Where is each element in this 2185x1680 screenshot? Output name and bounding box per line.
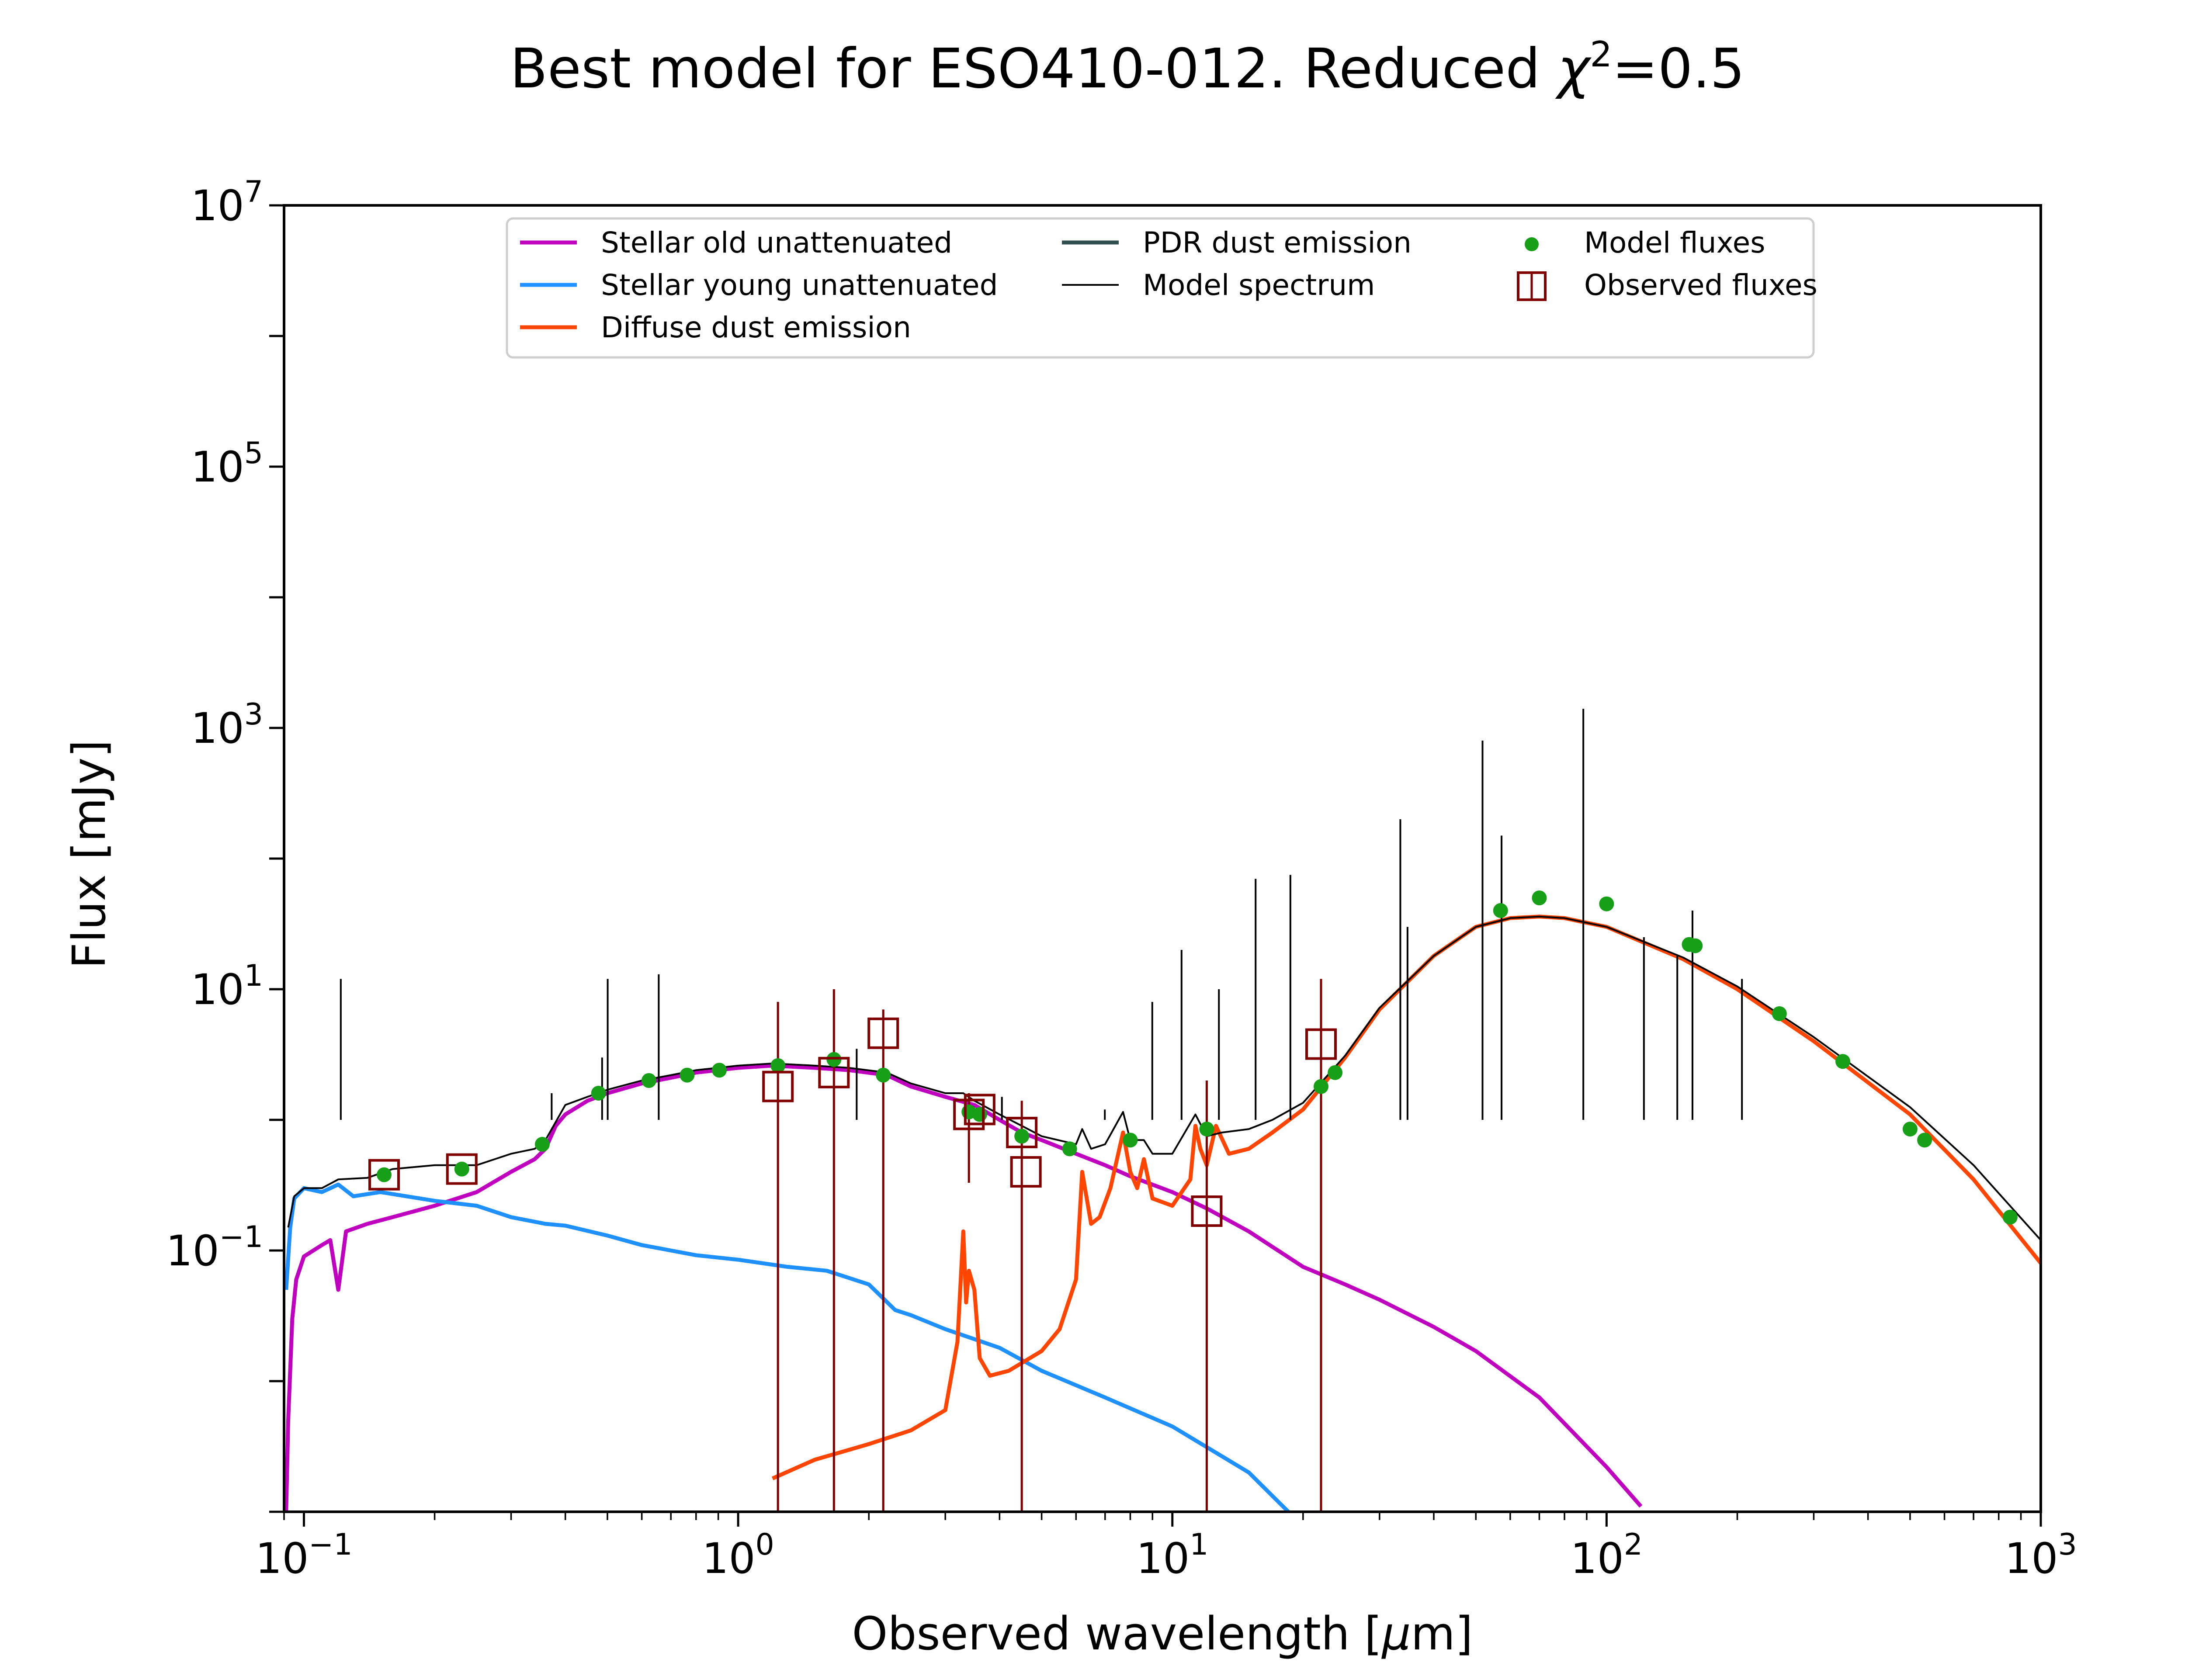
model-fluxes-layer: [376, 890, 2018, 1225]
plot-area: [284, 709, 2041, 1512]
observed-flux-marker: [953, 1098, 985, 1130]
model-flux-point: [712, 1063, 727, 1078]
legend-box: [506, 217, 1815, 359]
legend-label: Model fluxes: [1584, 226, 1765, 260]
legend-label: Model spectrum: [1143, 268, 1375, 302]
model-flux-point: [770, 1058, 786, 1073]
model-flux-point: [641, 1073, 656, 1088]
model-flux-point: [591, 1085, 606, 1101]
legend-label: Diffuse dust emission: [601, 311, 911, 344]
model-flux-point: [876, 1067, 891, 1083]
x-tick-label: 102: [1571, 1528, 1643, 1583]
series-line-model-spectrum: [287, 915, 2041, 1241]
x-axis-label: Observed wavelength [μm]: [852, 1607, 1473, 1660]
y-tick-label: 101: [191, 959, 263, 1014]
model-flux-point: [454, 1161, 469, 1177]
observed-flux-marker: [867, 1017, 899, 1049]
model-flux-point: [1917, 1133, 1932, 1148]
model-flux-point: [1688, 938, 1703, 953]
model-flux-point: [1199, 1122, 1214, 1137]
model-flux-point: [1902, 1122, 1918, 1137]
x-tick-label: 101: [1136, 1528, 1208, 1583]
observed-fluxes-layer: [368, 1017, 1337, 1227]
errorbar-layer: [777, 979, 1322, 1512]
legend-item-observed-fluxes: Observed fluxes: [1517, 268, 1817, 302]
legend-item-stellar-young-unattenuated: Stellar young unattenuated: [520, 268, 998, 302]
observed-flux-marker: [1191, 1195, 1223, 1227]
x-tick-label: 100: [702, 1528, 774, 1583]
observed-flux-marker: [1305, 1028, 1337, 1060]
model-flux-point: [1835, 1054, 1850, 1069]
legend-swatch: [1525, 237, 1539, 251]
legend-item-diffuse-dust-emission: Diffuse dust emission: [520, 311, 911, 344]
legend-label: Stellar old unattenuated: [601, 226, 952, 260]
model-flux-point: [1532, 890, 1547, 906]
y-tick-label: 107: [191, 175, 263, 230]
model-flux-point: [376, 1167, 392, 1182]
legend: Stellar old unattenuated Stellar young un…: [506, 217, 1817, 359]
model-flux-point: [972, 1107, 987, 1122]
emission-lines-layer: [340, 709, 1743, 1120]
y-tick-label: 10−1: [166, 1220, 263, 1275]
series-line-stellar-young-unattenuated: [284, 1182, 1290, 1512]
x-tick-label: 103: [2005, 1528, 2077, 1583]
model-flux-point: [1062, 1141, 1077, 1157]
legend-item-pdr-dust-emission: PDR dust emission: [1062, 226, 1412, 260]
model-flux-point: [1772, 1006, 1787, 1021]
model-flux-point: [680, 1067, 695, 1083]
legend-item-model-fluxes: Model fluxes: [1525, 226, 1765, 260]
y-axis: 10−1 101 103 105 107: [166, 175, 284, 1513]
y-axis-label: Flux [mJy]: [62, 740, 116, 969]
chart-title: Best model for ESO410-012. Reduced χ2=0.…: [510, 34, 1745, 100]
model-flux-point: [1014, 1129, 1030, 1144]
legend-label: Stellar young unattenuated: [601, 268, 998, 302]
observed-flux-marker: [368, 1159, 400, 1191]
model-flux-point: [1123, 1133, 1138, 1148]
series-layer: [284, 914, 2041, 1512]
model-flux-point: [534, 1136, 550, 1152]
observed-flux-marker: [1006, 1116, 1038, 1148]
model-flux-point: [1328, 1065, 1343, 1080]
observed-flux-marker: [446, 1153, 478, 1185]
x-axis: 10−1 100 101 102 103: [255, 1512, 2077, 1583]
observed-flux-marker: [964, 1094, 995, 1126]
legend-item-model-spectrum: Model spectrum: [1062, 268, 1375, 302]
x-tick-label: 10−1: [255, 1528, 352, 1583]
series-line-stellar-old-unattenuated: [284, 1063, 1643, 1512]
observed-flux-marker: [818, 1056, 850, 1088]
legend-label: PDR dust emission: [1143, 226, 1412, 260]
legend-item-stellar-old-unattenuated: Stellar old unattenuated: [520, 226, 952, 260]
model-flux-point: [1313, 1079, 1328, 1094]
y-tick-label: 103: [191, 697, 263, 753]
observed-flux-marker: [1010, 1156, 1042, 1188]
model-flux-point: [1493, 903, 1508, 918]
legend-label: Observed fluxes: [1584, 268, 1817, 302]
y-tick-label: 105: [191, 436, 263, 492]
model-flux-point: [1599, 896, 1614, 911]
observed-flux-marker: [762, 1070, 794, 1102]
model-flux-point: [2002, 1209, 2018, 1225]
